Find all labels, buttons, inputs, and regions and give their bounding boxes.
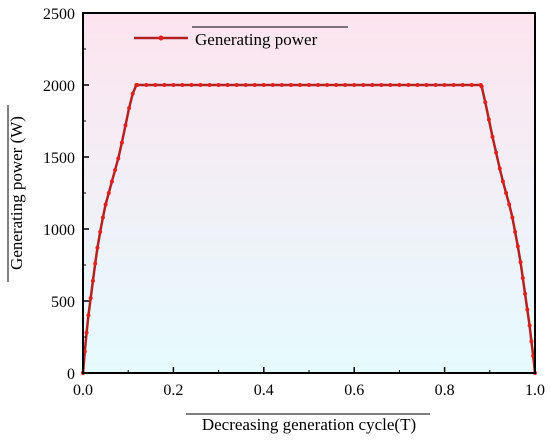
data-point [119, 140, 124, 145]
data-point [86, 313, 91, 318]
data-point [88, 296, 93, 301]
data-point [406, 83, 411, 87]
y-tick-label: 2000 [43, 78, 75, 95]
data-point [490, 134, 495, 139]
y-tick-label: 0 [67, 366, 75, 383]
data-point [334, 83, 339, 87]
data-point [451, 83, 456, 87]
x-tick-label: 0.6 [344, 382, 364, 399]
data-point [415, 83, 420, 87]
data-point [297, 83, 302, 87]
data-point [171, 83, 176, 87]
data-point [130, 91, 135, 96]
data-point [352, 83, 357, 87]
x-tick-label: 0.0 [73, 382, 93, 399]
data-point [288, 83, 293, 87]
data-point [100, 215, 105, 220]
data-point [135, 83, 140, 87]
y-tick-label: 1500 [43, 150, 75, 167]
data-point [483, 100, 488, 105]
series-layer [81, 83, 537, 375]
data-point [243, 83, 248, 87]
legend-label: Generating power [195, 30, 318, 49]
data-point [520, 275, 525, 280]
data-point [518, 260, 523, 265]
data-point [225, 83, 230, 87]
data-point [504, 191, 509, 195]
data-point [361, 83, 366, 87]
plot-background [83, 13, 535, 373]
data-point [207, 83, 212, 87]
y-tick-label: 1000 [43, 222, 75, 239]
legend-swatch-marker [158, 35, 164, 41]
data-point [523, 291, 528, 296]
data-point [109, 179, 114, 184]
data-point [103, 202, 108, 207]
data-point [379, 83, 384, 87]
data-point [513, 229, 518, 234]
data-point [325, 83, 330, 87]
data-point [469, 83, 474, 87]
data-point [525, 307, 530, 312]
data-point [234, 83, 239, 87]
data-point [113, 167, 118, 172]
x-tick-label: 1.0 [525, 382, 545, 399]
data-point [507, 202, 512, 207]
legend: Generating power [134, 26, 348, 49]
data-point [180, 83, 185, 87]
data-point [98, 229, 103, 234]
data-point [127, 106, 132, 111]
data-point [343, 83, 348, 87]
data-point [515, 244, 520, 249]
axes-layer: 0.0 0.2 0.4 0.6 0.8 1.0 0 500 1000 1500 2000 2500 [43, 6, 545, 399]
data-point [433, 83, 438, 87]
data-point [460, 83, 465, 87]
x-tick-label: 0.8 [435, 382, 455, 399]
data-point [527, 323, 532, 328]
data-point [95, 245, 100, 250]
data-point [216, 83, 221, 87]
x-tick-label: 0.2 [163, 382, 183, 399]
data-point [252, 83, 257, 87]
data-point [424, 83, 429, 87]
data-point [479, 84, 484, 89]
data-point [370, 83, 375, 87]
x-tick-label: 0.4 [254, 382, 274, 399]
data-point [279, 83, 284, 87]
data-point [316, 83, 321, 87]
data-point [510, 215, 515, 220]
data-point [397, 83, 402, 87]
data-point [198, 83, 203, 87]
data-point [270, 83, 275, 87]
data-point [106, 191, 111, 195]
data-point [162, 83, 167, 87]
y-tick-label: 500 [51, 294, 75, 311]
data-point [84, 330, 89, 335]
data-point [529, 339, 534, 344]
data-point [144, 83, 149, 87]
data-point [123, 123, 128, 128]
data-point [153, 83, 158, 87]
x-axis-title: Decreasing generation cycle(T) [202, 415, 416, 434]
data-point [307, 83, 311, 87]
data-point [116, 156, 121, 161]
data-point [494, 150, 499, 155]
data-point [486, 117, 491, 122]
data-point [388, 83, 393, 87]
y-tick-label: 2500 [43, 6, 75, 23]
data-point [93, 261, 98, 266]
data-point [500, 179, 505, 184]
data-point [90, 278, 95, 283]
data-point [189, 83, 194, 87]
data-point [261, 83, 266, 87]
y-axis-title: Generating power (W) [7, 116, 26, 270]
data-point [497, 166, 502, 171]
data-point [442, 83, 447, 87]
